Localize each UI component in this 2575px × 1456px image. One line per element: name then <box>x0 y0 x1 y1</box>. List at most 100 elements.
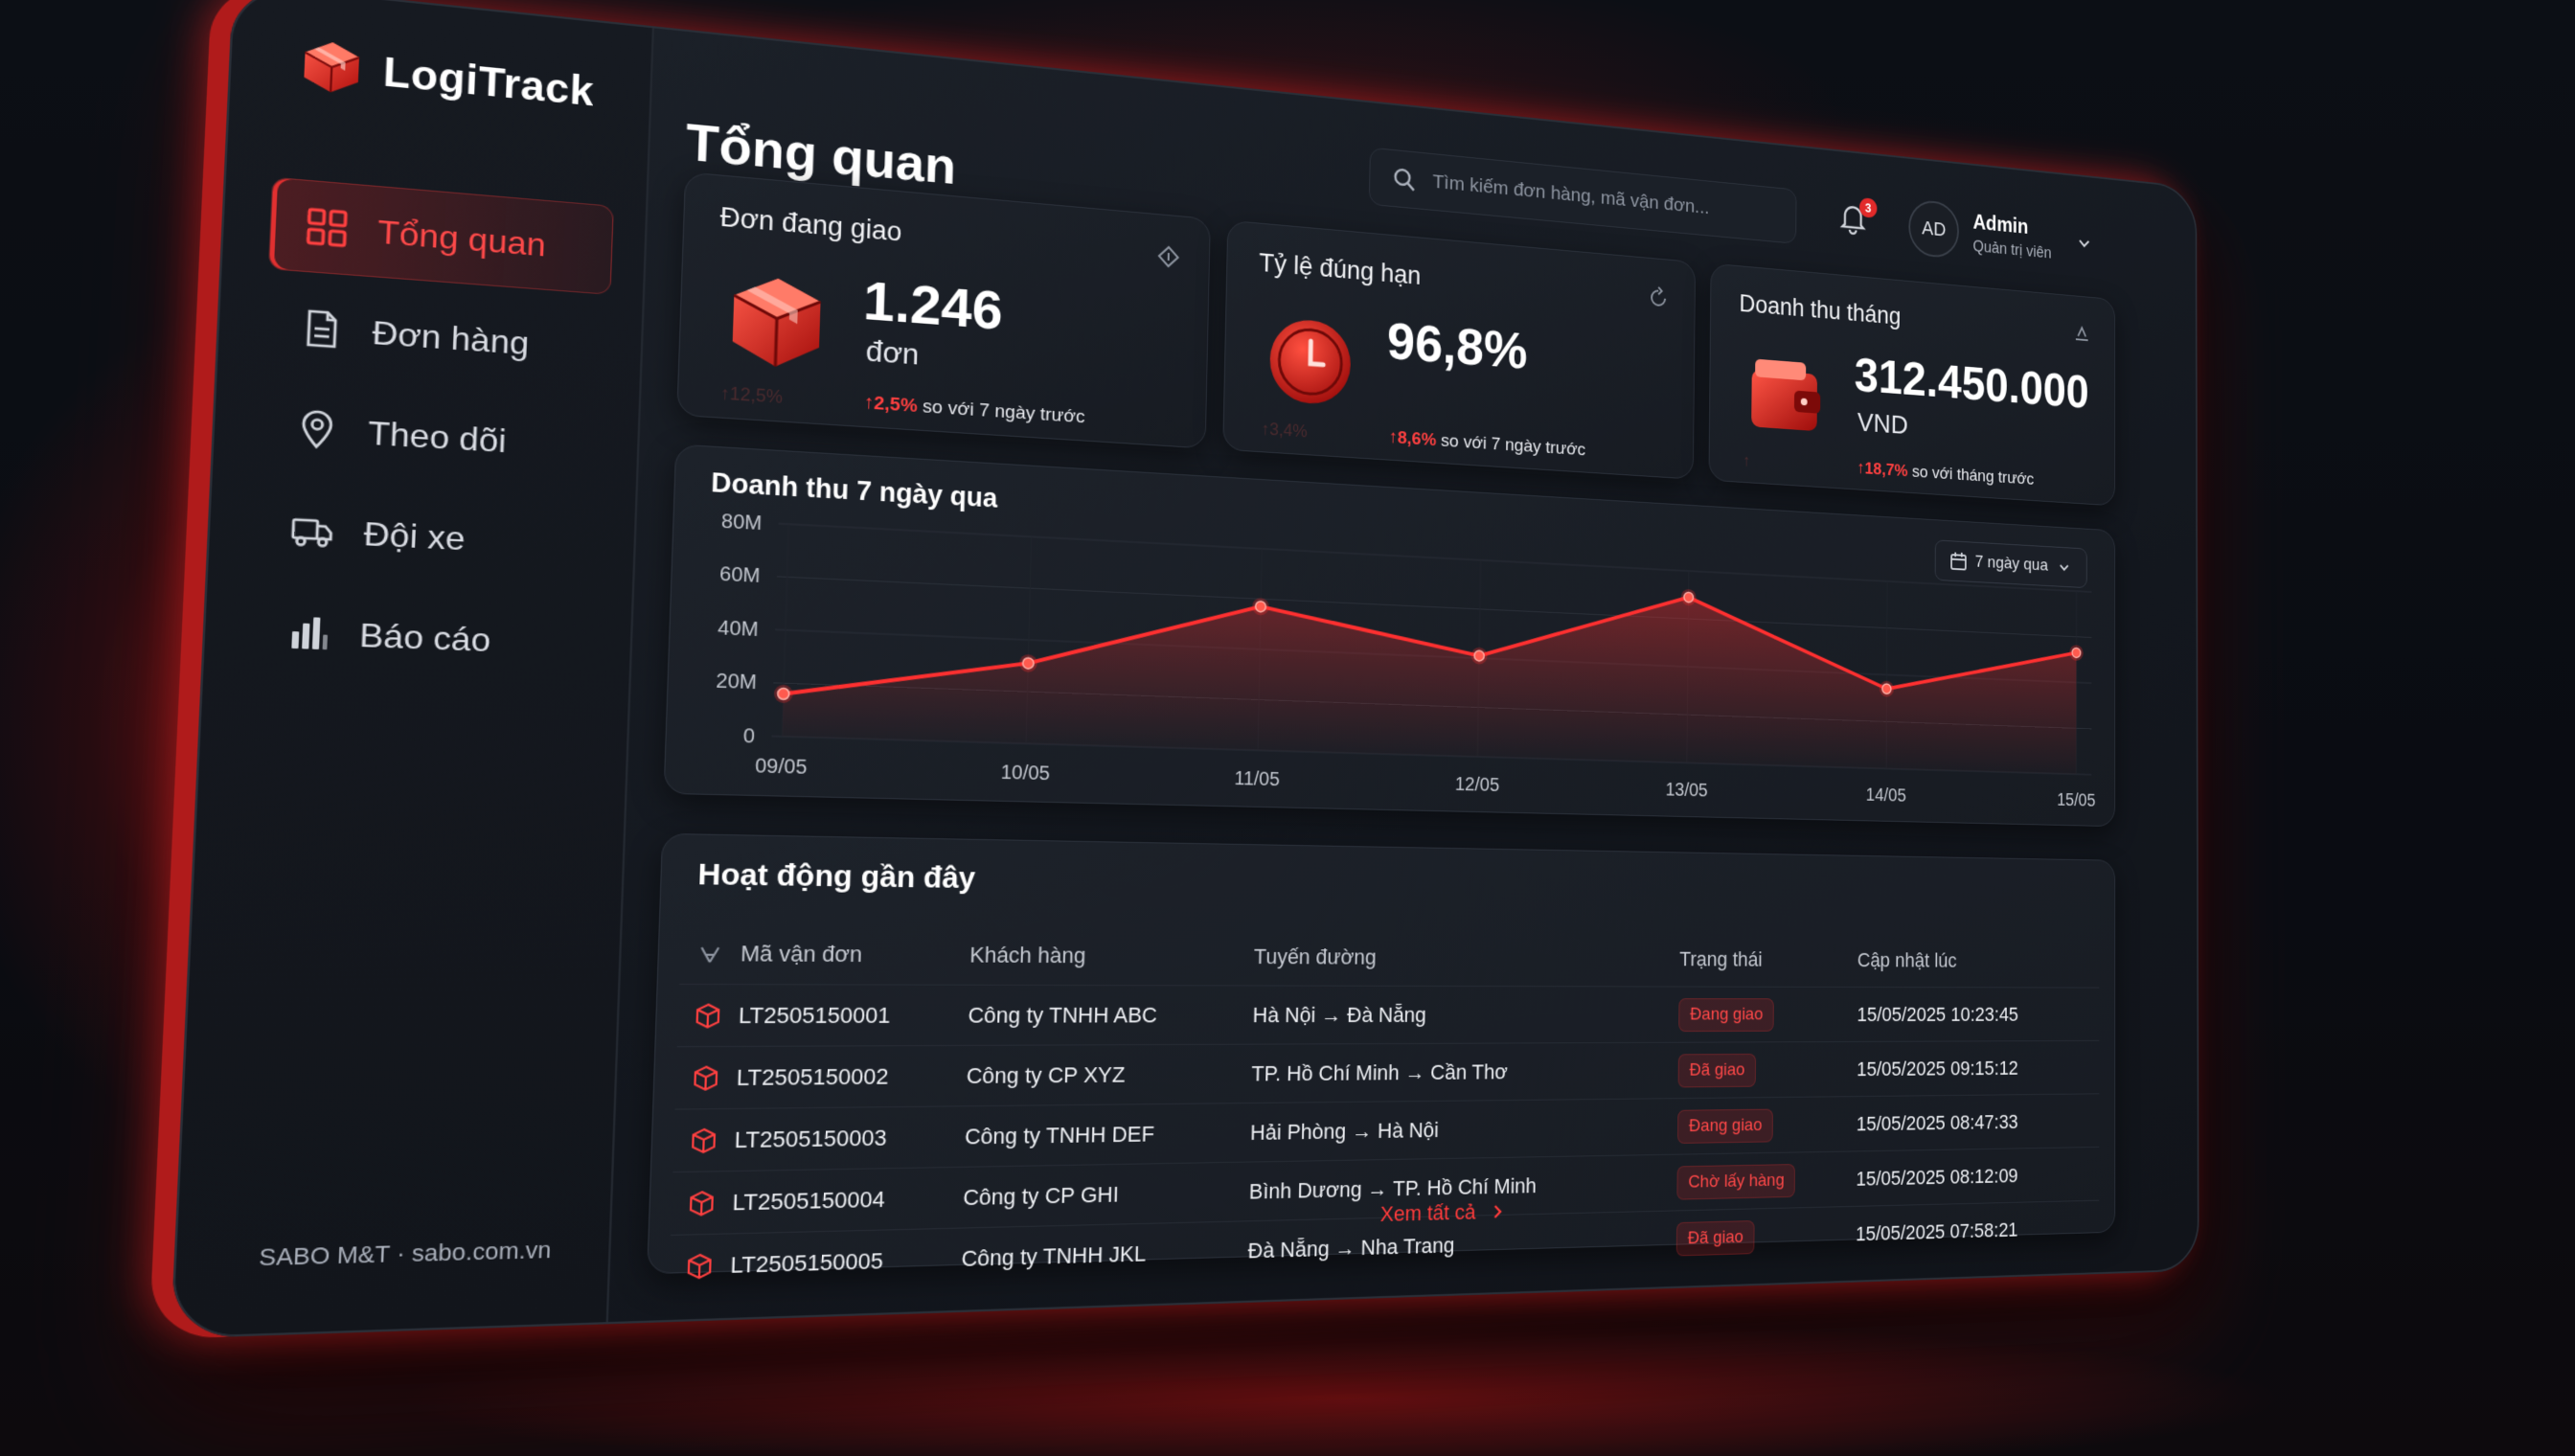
table-row[interactable]: LT2505150001 Công ty TNHH ABC Hà Nội → Đà … <box>677 985 2100 1047</box>
package-logo-icon <box>299 35 364 100</box>
series-area <box>782 554 2076 775</box>
sort-column-header[interactable] <box>679 923 741 985</box>
document-icon <box>299 307 344 351</box>
kpi-ghost-delta: ↑12,5% <box>720 383 784 408</box>
app-window: LogiTrack Tổng quan Đơn hàng <box>171 0 2199 1339</box>
sidebar-item-fleet[interactable]: Đội xe <box>255 483 604 590</box>
chevron-down-icon <box>2076 233 2092 253</box>
activity-table: Mã vận đơn Khách hàng Tuyến đường Trạng … <box>669 923 2099 1298</box>
column-header-customer[interactable]: Khách hàng <box>968 926 1253 986</box>
x-tick-label: 13/05 <box>1665 780 1707 802</box>
sidebar-item-label: Đơn hàng <box>372 313 530 362</box>
x-tick-label: 15/05 <box>2057 790 2095 810</box>
sort-icon <box>695 941 724 967</box>
data-point <box>778 688 789 699</box>
sidebar-item-reports[interactable]: Báo cáo <box>250 585 600 689</box>
revenue-chart-card: Doanh thu 7 ngày qua 7 ngày qua 0 20M 40M 6… <box>664 444 2116 827</box>
package-icon <box>690 1127 718 1155</box>
status-badge: Đã giao <box>1678 1053 1756 1086</box>
search-input[interactable] <box>1430 170 1790 227</box>
data-point <box>1882 684 1891 694</box>
status-cell: Đã giao <box>1677 1041 1857 1098</box>
status-badge: Đang giao <box>1679 998 1774 1032</box>
info-icon[interactable] <box>2072 322 2092 346</box>
data-point <box>1684 592 1694 603</box>
user-name: Admin <box>1973 211 2052 241</box>
search-icon <box>1392 165 1418 193</box>
sidebar-item-overview[interactable]: Tổng quan <box>268 177 614 295</box>
sidebar-nav: Tổng quan Đơn hàng Theo dõi <box>249 177 614 699</box>
package-icon <box>685 1253 714 1281</box>
revenue-line-chart: 020M40M60M80M09/05 10/05 11/05 12/05 13/05 14… <box>665 445 2115 827</box>
expand-icon[interactable] <box>1156 243 1181 270</box>
y-tick-label: 40M <box>718 617 759 641</box>
x-tick-label: 09/05 <box>755 755 808 779</box>
dashboard-device: LogiTrack Tổng quan Đơn hàng <box>171 0 2199 1339</box>
main-content: Tổng quan 3 AD Admin Quản trị viên <box>606 28 2198 1322</box>
package-icon <box>721 266 832 378</box>
app-name: LogiTrack <box>382 49 595 115</box>
route: TP. Hồ Chí Minh → Cần Thơ <box>1250 1042 1678 1103</box>
grid-icon <box>305 206 350 249</box>
data-point <box>1474 650 1484 661</box>
notification-button[interactable]: 3 <box>1836 198 1879 248</box>
y-tick-label: 80M <box>721 510 763 535</box>
gridline <box>777 577 2091 638</box>
status-cell: Đang giao <box>1676 1097 1856 1155</box>
user-menu[interactable]: AD Admin Quản trị viên <box>1908 198 2092 271</box>
package-icon <box>694 1003 722 1030</box>
status-cell: Đang giao <box>1678 987 1857 1042</box>
sidebar: LogiTrack Tổng quan Đơn hàng <box>172 0 653 1336</box>
package-icon <box>692 1065 720 1092</box>
data-point <box>2072 648 2081 657</box>
logo[interactable]: LogiTrack <box>299 35 595 121</box>
kpi-unit: VND <box>1857 407 1908 441</box>
sidebar-item-label: Theo dõi <box>367 414 507 461</box>
kpi-delta-value: ↑18,7% <box>1857 459 1908 481</box>
kpi-delta: ↑8,6% so với 7 ngày trước <box>1389 427 1585 461</box>
sidebar-item-label: Tổng quan <box>376 213 546 264</box>
wallet-icon <box>1743 348 1829 446</box>
x-tick-label: 14/05 <box>1866 785 1906 806</box>
status-badge: Đã giao <box>1676 1220 1754 1256</box>
kpi-title: Tỷ lệ đúng hạn <box>1259 248 1422 291</box>
kpi-delta-value: ↑8,6% <box>1389 427 1437 450</box>
data-point <box>1256 601 1266 611</box>
location-pin-icon <box>294 408 339 450</box>
kpi-value: 312.450.000 <box>1855 347 2089 419</box>
kpi-unit: đơn <box>865 335 920 373</box>
search-box[interactable] <box>1369 148 1797 244</box>
y-tick-label: 20M <box>716 671 757 694</box>
kpi-value: 1.246 <box>862 267 1003 342</box>
chevron-right-icon <box>1489 1202 1507 1221</box>
kpi-delta: ↑18,7% so với tháng trước <box>1857 459 2035 489</box>
status-badge: Đang giao <box>1677 1108 1773 1143</box>
shipment-code: LT2505150003 <box>733 1106 965 1172</box>
kpi-delta: ↑2,5% so với 7 ngày trước <box>864 393 1085 429</box>
route: Hải Phòng → Hà Nội <box>1249 1099 1677 1162</box>
recent-activity-card: Hoạt động gần đây Mã vận đơn Khách hàng … <box>647 833 2115 1274</box>
column-header-status[interactable]: Trạng thái <box>1678 932 1857 987</box>
bar-chart-icon <box>285 612 330 654</box>
user-role: Quản trị viên <box>1972 237 2051 262</box>
shipment-code: LT2505150001 <box>737 985 968 1047</box>
row-icon-cell <box>677 985 739 1047</box>
column-header-route[interactable]: Tuyến đường <box>1252 928 1678 987</box>
kpi-card-monthly-revenue: Doanh thu tháng 312.450.000 VND ↑ ↑18,7%… <box>1708 263 2115 507</box>
row-icon-cell <box>672 1108 734 1172</box>
kpi-delta-text: so với 7 ngày trước <box>923 397 1085 428</box>
sidebar-item-tracking[interactable]: Theo dõi <box>259 381 606 491</box>
kpi-value: 96,8% <box>1386 309 1527 380</box>
column-header-code[interactable]: Mã vận đơn <box>739 924 969 986</box>
sidebar-item-label: Báo cáo <box>358 615 491 659</box>
x-tick-label: 11/05 <box>1234 767 1280 790</box>
column-header-updated[interactable]: Cập nhật lúc <box>1857 934 2099 988</box>
updated-at: 15/05/2025 08:47:33 <box>1856 1094 2099 1151</box>
updated-at: 15/05/2025 09:15:12 <box>1856 1040 2099 1096</box>
sidebar-item-orders[interactable]: Đơn hàng <box>263 280 610 393</box>
kpi-ghost-delta: ↑ <box>1743 451 1750 470</box>
shipment-code: LT2505150002 <box>735 1045 967 1108</box>
refresh-icon[interactable] <box>1648 285 1670 310</box>
avatar: AD <box>1908 198 1959 259</box>
gridline <box>779 524 2092 592</box>
